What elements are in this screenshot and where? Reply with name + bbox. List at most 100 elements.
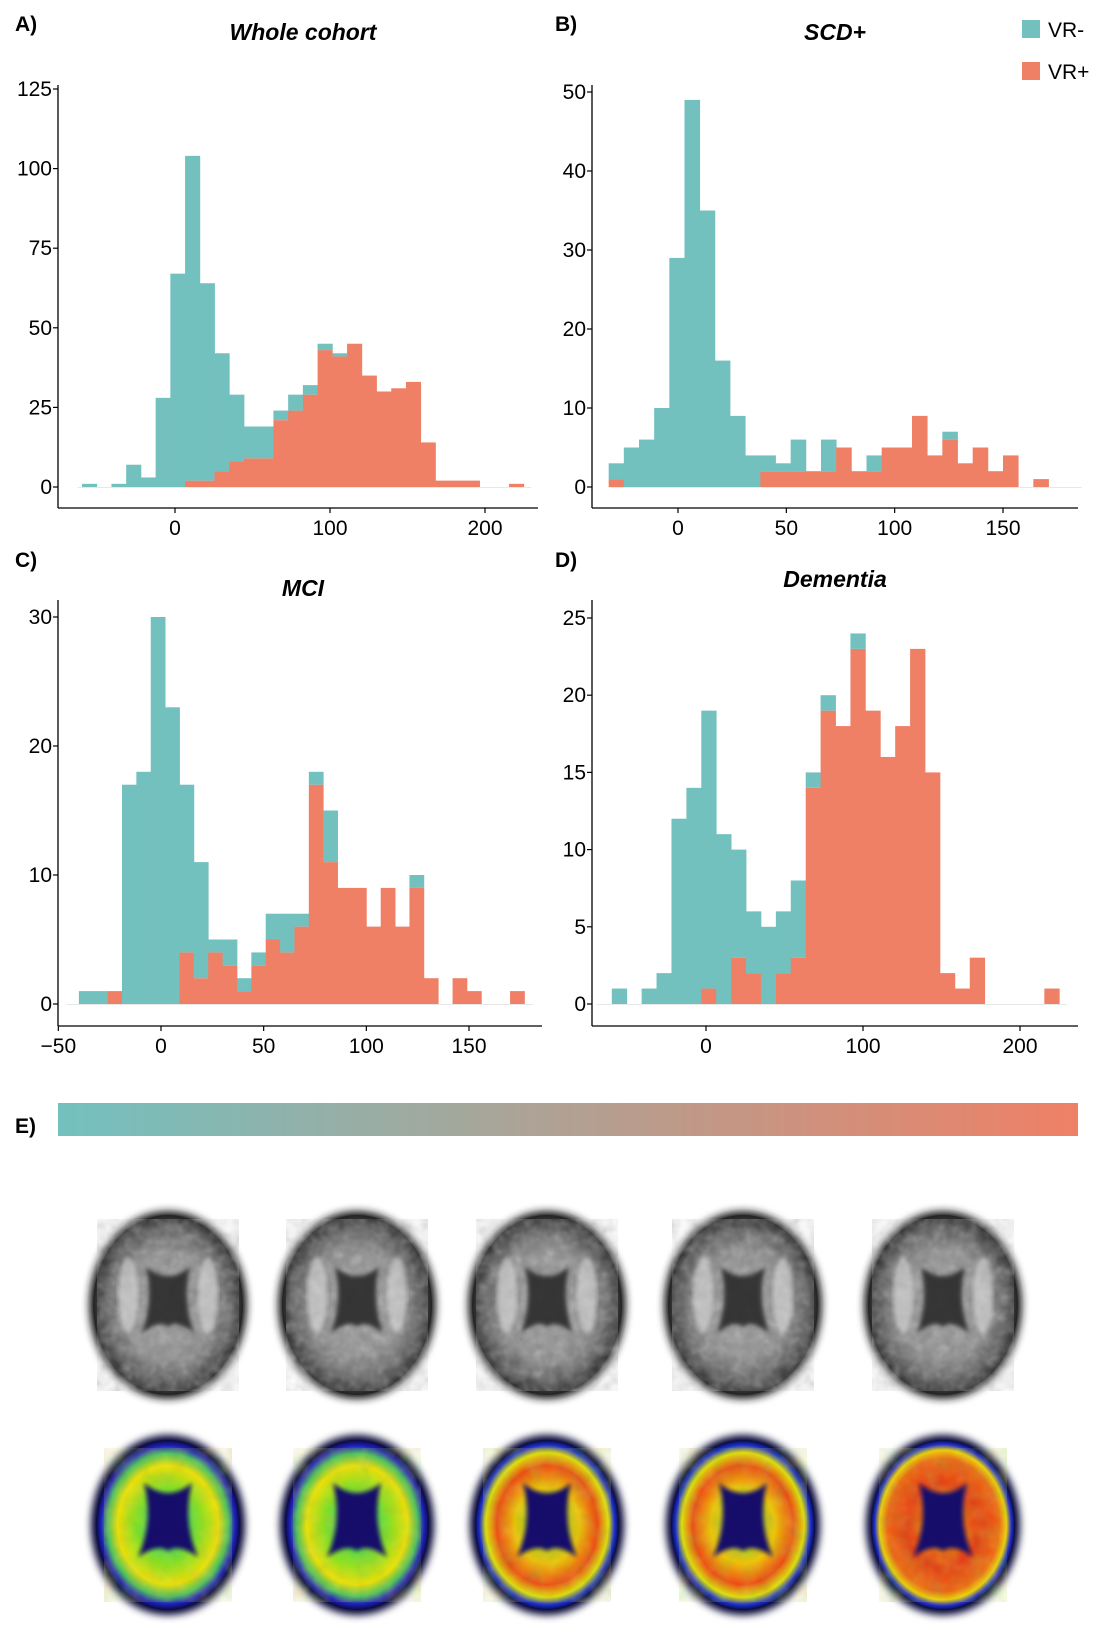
bar-VRneg-bin-5 [684, 99, 701, 488]
bar-VRpos-bin-14 [820, 710, 836, 1004]
bar-VRpos-bin-12 [251, 965, 267, 1004]
x-tick-label: −50 [41, 1035, 77, 1058]
y-tick-label: 100 [17, 158, 52, 181]
bar-VRneg-bin-0 [608, 463, 625, 480]
bar-VRpos-bin-16 [851, 471, 867, 487]
bar-VRneg-bin-14 [821, 439, 837, 472]
panel-letter: D) [555, 549, 577, 572]
panel-letter-e: E) [15, 1115, 36, 1138]
chart-title: Whole cohort [230, 19, 378, 45]
chart-panel-c: C) MCI 0 10 20 30 −50 0 50 100 150 [15, 549, 542, 1058]
chart-panel-a: A) Whole cohort 0 25 50 75 100 125 0 100 200 [15, 13, 538, 540]
bar-VRpos-bin-14 [280, 952, 295, 1004]
chart-panel-b: B) SCD+ 0 10 20 30 40 50 0 50 100 150 [555, 13, 1082, 540]
bar-VRneg-bin-11 [775, 463, 792, 472]
bar-VRpos-bin-26 [1003, 455, 1019, 487]
pet-scan-row [91, 1435, 1020, 1615]
pet-scan-2 [280, 1435, 434, 1615]
mri-scan-3 [468, 1211, 626, 1399]
y-tick-label: 10 [563, 839, 586, 862]
bar-VRneg-bin-22 [942, 431, 958, 440]
bar-VRneg-bin-8 [193, 862, 209, 979]
bar-VRneg-bin-10 [760, 926, 777, 1004]
bar-VRneg-bin-13 [265, 913, 281, 940]
y-tick-label: 0 [574, 476, 586, 499]
bar-VRneg-bin-6 [699, 210, 716, 487]
bar-VRneg-bin-9 [214, 353, 230, 472]
bar-VRpos-bin-17 [865, 710, 881, 1004]
bar-VRpos-bin-22 [405, 381, 422, 487]
bar-VRneg-bin-10 [760, 455, 776, 472]
x-tick-label: 200 [467, 517, 502, 540]
bar-VRpos-bin-28 [1033, 479, 1049, 487]
panel-letter: B) [555, 13, 577, 36]
panel-letter: A) [15, 13, 37, 36]
bar-VRpos-bin-14 [288, 410, 304, 487]
bar-VRneg-bin-16 [308, 771, 324, 785]
x-tick-label: 0 [169, 517, 181, 540]
bar-VRneg-bin-13 [805, 772, 822, 788]
bar-VRpos-bin-23 [957, 463, 974, 487]
bar-VRpos-bin-26 [464, 480, 480, 487]
bar-VRneg-bin-2 [111, 483, 127, 487]
x-tick-label: 150 [985, 517, 1020, 540]
bar-VRpos-bin-6 [701, 988, 717, 1004]
y-tick-label: 25 [29, 396, 52, 419]
x-tick-label: 100 [312, 517, 347, 540]
bar-VRneg-bin-1 [93, 991, 109, 1004]
bar-VRpos-bin-14 [821, 471, 837, 487]
bar-VRpos-bin-25 [450, 480, 466, 487]
colorbar [58, 1103, 1078, 1136]
bar-VRpos-bin-12 [790, 957, 807, 1004]
y-tick-label: 75 [29, 237, 52, 260]
bar-VRpos-bin-0 [608, 479, 625, 487]
bar-VRpos-bin-20 [376, 391, 392, 487]
bar-VRpos-bin-24 [969, 957, 986, 1004]
x-tick-label: 100 [349, 1035, 384, 1058]
legend-label: VR+ [1048, 61, 1089, 84]
bar-VRpos-bin-11 [236, 991, 252, 1004]
bar-VRpos-bin-26 [452, 978, 468, 1004]
y-tick-label: 30 [29, 606, 52, 629]
bar-VRneg-bin-16 [317, 343, 333, 351]
mri-scan-1 [89, 1211, 247, 1399]
bar-VRpos-bin-18 [337, 887, 353, 1004]
x-tick-label: 0 [700, 1035, 712, 1058]
y-tick-label: 20 [563, 318, 586, 341]
bar-VRpos-bin-9 [746, 973, 762, 1004]
legend-label: VR- [1048, 19, 1084, 42]
bar-VRneg-bin-2 [639, 439, 655, 487]
bar-VRneg-bin-23 [409, 875, 425, 888]
x-tick-label: 50 [252, 1035, 275, 1058]
y-tick-label: 15 [563, 761, 586, 784]
bar-VRneg-bin-8 [730, 415, 746, 487]
bar-VRneg-bin-12 [258, 426, 274, 459]
bar-VRpos-bin-7 [179, 952, 195, 1004]
chart-title: SCD+ [804, 19, 866, 45]
bar-VRneg-bin-8 [731, 849, 747, 958]
y-tick-label: 25 [563, 607, 586, 630]
y-tick-label: 50 [29, 317, 52, 340]
bar-VRpos-bin-23 [409, 887, 425, 1004]
bar-VRpos-bin-10 [222, 965, 238, 1004]
y-tick-label: 20 [563, 684, 586, 707]
bar-VRneg-bin-10 [222, 939, 238, 966]
bar-VRpos-bin-20 [910, 648, 926, 1004]
bar-VRpos-bin-15 [302, 394, 319, 487]
x-tick-label: 150 [451, 1035, 486, 1058]
bar-VRneg-bin-7 [716, 834, 732, 1004]
bar-VRpos-bin-19 [351, 887, 367, 1004]
bar-VRpos-bin-10 [229, 461, 245, 487]
legend: VR- VR+ [1022, 19, 1089, 84]
bar-VRpos-bin-12 [258, 458, 274, 487]
bar-VRneg-bin-10 [229, 394, 245, 462]
bar-VRneg-bin-8 [199, 283, 215, 481]
bar-VRpos-bin-13 [273, 420, 289, 487]
y-tick-label: 20 [29, 735, 52, 758]
legend-swatch-vr-pos [1022, 62, 1040, 80]
y-tick-label: 10 [29, 864, 52, 887]
pet-scan-4 [666, 1435, 820, 1615]
bar-VRpos-bin-22 [942, 439, 958, 487]
bar-VRneg-bin-0 [82, 483, 98, 487]
